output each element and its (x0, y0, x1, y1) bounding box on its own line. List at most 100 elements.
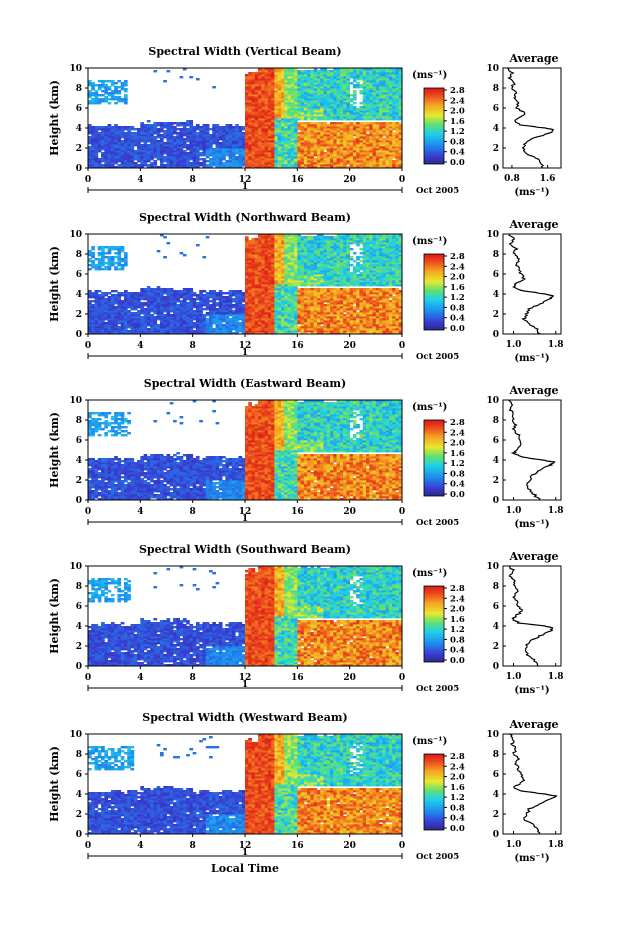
heatmap-cell (252, 238, 256, 240)
heatmap-cell (144, 302, 148, 304)
heatmap-cell (121, 98, 125, 100)
heatmap-cell (327, 124, 331, 126)
average-profile-line (508, 68, 554, 168)
heatmap-cell (206, 164, 210, 166)
heatmap-cell (232, 290, 236, 292)
heatmap-cell (196, 302, 200, 304)
heatmap-cell (134, 128, 138, 130)
day-marker: 1 (242, 182, 248, 192)
heatmap-cell (209, 158, 213, 160)
heatmap-cell (193, 298, 197, 300)
heatmap-cell (225, 296, 229, 298)
heatmap-cell (101, 152, 105, 154)
avg-x-tick-label: 0.8 (504, 174, 520, 184)
heatmap-cell (147, 124, 151, 126)
heatmap-cell (356, 82, 360, 84)
heatmap-cell (297, 132, 301, 134)
heatmap-cell (114, 102, 118, 104)
avg-y-tick-label: 6 (493, 104, 499, 114)
heatmap-cell (101, 80, 105, 82)
heatmap-cell (127, 292, 131, 294)
heatmap-cell (104, 292, 108, 294)
heatmap-cell (202, 124, 206, 126)
heatmap-cell (108, 292, 112, 294)
x-tick-label: 20 (343, 175, 356, 185)
x-tick-label: 4 (137, 175, 143, 185)
heatmap-cell (88, 300, 92, 302)
heatmap-cell (196, 294, 200, 296)
heatmap-cell (88, 136, 92, 138)
heatmap-cell (101, 98, 105, 100)
heatmap-cell (108, 124, 112, 126)
heatmap-cell (222, 296, 226, 298)
heatmap-cell (101, 164, 105, 166)
heatmap-cell (235, 290, 239, 292)
heatmap-cell (297, 70, 301, 72)
heatmap-cell (199, 162, 203, 164)
heatmap-cell (324, 152, 328, 154)
heatmap-cell (88, 90, 92, 92)
heatmap-cell (104, 266, 108, 268)
heatmap-cell (180, 290, 184, 292)
heatmap-cell (209, 128, 213, 130)
heatmap-cell (121, 258, 125, 260)
x-tick-label: 8 (190, 175, 196, 185)
heatmap-cell (91, 82, 95, 84)
heatmap-cell (140, 316, 144, 318)
panel-title: Spectral Width (Vertical Beam) (148, 45, 341, 58)
heatmap-cell (395, 122, 399, 124)
heatmap-cell (157, 122, 161, 124)
heatmap-cell (350, 122, 354, 124)
heatmap-cell (104, 262, 108, 264)
heatmap-cell (382, 122, 386, 124)
heatmap-cell (117, 96, 121, 98)
heatmap-cell (340, 122, 344, 124)
heatmap-cell (111, 290, 115, 292)
heatmap-cell (235, 156, 239, 158)
heatmap-cell (163, 256, 167, 258)
heatmap-cell (163, 236, 167, 238)
heatmap-cell (153, 160, 157, 162)
heatmap-cell (124, 88, 128, 90)
heatmap-cell (186, 302, 190, 304)
heatmap-cell (232, 310, 236, 312)
heatmap-cell (202, 308, 206, 310)
heatmap-cell (157, 250, 161, 252)
heatmap-cell (212, 86, 216, 88)
heatmap-cell (196, 124, 200, 126)
heatmap-cell (95, 258, 99, 260)
heatmap-cell (310, 70, 314, 72)
heatmap-cell (111, 80, 115, 82)
heatmap-cell (108, 86, 112, 88)
heatmap-cell (111, 126, 115, 128)
avg-y-tick-label: 10 (486, 64, 499, 74)
heatmap-cell (150, 314, 154, 316)
heatmap-cell (121, 126, 125, 128)
heatmap-cell (199, 158, 203, 160)
heatmap-cell (153, 70, 157, 72)
heatmap-cell (101, 292, 105, 294)
heatmap-cell (131, 132, 135, 134)
heatmap-cell (114, 290, 118, 292)
colorbar-tick-label: 0.8 (450, 137, 465, 147)
heatmap-cell (216, 124, 220, 126)
heatmap-cell (111, 90, 115, 92)
avg-unit: (ms⁻¹) (514, 187, 549, 198)
heatmap-cell (114, 306, 118, 308)
heatmap-cell (242, 304, 246, 306)
heatmap-cell (379, 122, 383, 124)
heatmap-cell (111, 246, 115, 248)
heatmap-cell (363, 122, 367, 124)
heatmap-cell (222, 162, 226, 164)
heatmap-cell (137, 128, 141, 130)
heatmap-cell (160, 288, 164, 290)
heatmap-cell (160, 122, 164, 124)
colorbar-tick-label: 2.8 (450, 86, 465, 96)
heatmap-cell (206, 312, 210, 314)
heatmap-cell (199, 126, 203, 128)
heatmap-cell (376, 122, 380, 124)
colorbar-unit: (ms⁻¹) (412, 70, 447, 81)
heatmap-cell (104, 84, 108, 86)
heatmap-cell (183, 288, 187, 290)
heatmap-cell (176, 290, 180, 292)
